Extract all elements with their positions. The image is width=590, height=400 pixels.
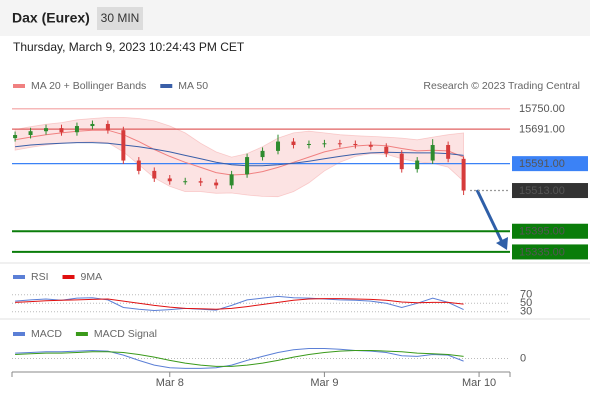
legend-label: MA 50 <box>178 80 208 92</box>
price-level-box <box>512 223 588 239</box>
candle-body <box>430 145 435 161</box>
x-tick-label: Mar 9 <box>310 377 338 389</box>
candle-body <box>229 174 234 186</box>
candle-body <box>167 178 172 182</box>
instrument-title: Dax (Eurex) <box>12 10 90 26</box>
candle-body <box>198 181 203 183</box>
credit: Research © 2023 Trading Central <box>423 80 580 92</box>
legend-swatch <box>13 84 25 88</box>
price-level-label: 15335.00 <box>519 246 565 258</box>
candle-body <box>260 150 265 158</box>
price-level-box <box>512 183 588 199</box>
candle-body <box>384 146 389 154</box>
legend-swatch <box>13 275 25 279</box>
candle-body <box>74 126 79 133</box>
legend-label: 9MA <box>81 271 103 283</box>
timestamp: Thursday, March 9, 2023 10:24:43 PM CET <box>13 40 245 54</box>
x-tick-label: Mar 10 <box>462 377 496 389</box>
price-level-label: 15591.00 <box>519 158 565 170</box>
forecast-arrow <box>475 189 504 243</box>
candle-body <box>152 170 157 179</box>
candle-body <box>136 160 141 171</box>
legend-swatch <box>160 84 173 88</box>
interval-button[interactable] <box>97 7 143 30</box>
candle-body <box>306 143 311 146</box>
indicator-line <box>15 295 464 312</box>
candle-body <box>121 130 126 161</box>
candle-body <box>44 128 49 132</box>
indicator-line <box>15 348 464 369</box>
price-level-label: 15395.00 <box>519 226 565 238</box>
candle-body <box>276 141 281 151</box>
legend-label: MACD Signal <box>94 328 157 340</box>
candle-body <box>337 143 342 145</box>
price-level-box <box>512 156 588 172</box>
candle-body <box>399 153 404 170</box>
candle-body <box>59 128 64 133</box>
candle-body <box>322 143 327 145</box>
legend-label: MACD <box>31 328 62 340</box>
ma-line <box>15 129 464 176</box>
y-tick-label: 70 <box>520 289 532 301</box>
candle-body <box>446 145 451 159</box>
legend-label: MA 20 + Bollinger Bands <box>31 80 146 92</box>
candle-body <box>28 131 33 136</box>
price-level-box <box>512 244 588 260</box>
indicator-line <box>15 298 464 310</box>
candle-body <box>90 123 95 127</box>
price-level-label: 15691.00 <box>519 124 565 136</box>
legend-swatch <box>62 275 75 279</box>
candle-body <box>13 135 18 139</box>
price-level-label: 15750.00 <box>519 103 565 115</box>
price-level-label: 15513.00 <box>519 185 565 197</box>
candle-body <box>214 182 219 186</box>
indicator-line <box>15 350 464 367</box>
legend-swatch <box>13 332 25 336</box>
y-tick-label: 30 <box>520 306 532 318</box>
y-tick-label: 0 <box>520 352 526 364</box>
candle-body <box>291 141 296 146</box>
candle-body <box>245 157 250 175</box>
y-tick-label: 50 <box>520 297 532 309</box>
candle-body <box>415 160 420 170</box>
legend-label: RSI <box>31 271 49 283</box>
candle-body <box>183 181 188 183</box>
candle-body <box>353 143 358 146</box>
ma-line <box>15 142 464 167</box>
candle-body <box>461 158 466 191</box>
candle-body <box>105 123 110 131</box>
interval-label[interactable]: 30 MIN <box>101 11 140 25</box>
x-tick-label: Mar 8 <box>156 377 184 389</box>
candle-body <box>368 145 373 147</box>
forecast-arrowhead <box>496 237 508 250</box>
legend-swatch <box>75 332 88 336</box>
